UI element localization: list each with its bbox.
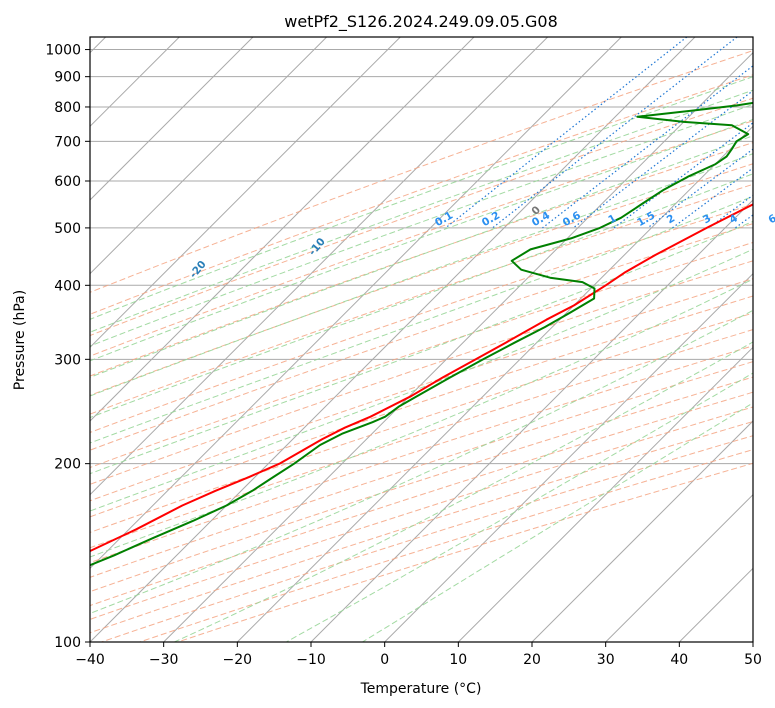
isotherm-line — [605, 493, 753, 642]
plot-frame — [89, 36, 754, 643]
dry-adiabat-line — [90, 345, 753, 564]
moist-adiabat-line — [90, 278, 753, 558]
y-tick-label: 300 — [54, 352, 81, 368]
moist-adiabat-line — [90, 248, 753, 512]
isotherm-line — [90, 37, 475, 422]
isotherm-line — [384, 272, 753, 642]
dry-adiabat-line — [90, 97, 753, 337]
y-axis-label: Pressure (hPa) — [12, 290, 28, 390]
mixing-ratio-label: 6 — [766, 212, 775, 226]
mixing-ratio-line — [492, 37, 738, 229]
isotherm-line — [90, 37, 401, 349]
x-tick-label: −10 — [296, 652, 326, 668]
dry-adiabat-line — [90, 260, 753, 485]
y-axis: 100 200 300 400 500 600 700 800 900 1000 — [45, 43, 90, 651]
x-tick-label: 10 — [449, 652, 467, 668]
moist-adiabat-line — [90, 118, 753, 362]
y-tick-label: 100 — [54, 635, 81, 651]
dry-adiabat-line — [90, 241, 753, 469]
x-tick-label: 0 — [380, 652, 389, 668]
y-tick-label: 700 — [54, 134, 81, 150]
isotherm-line — [90, 37, 549, 496]
background-lines — [90, 37, 753, 642]
y-tick-label: 800 — [54, 100, 81, 116]
dewpoint-line — [90, 101, 753, 567]
mixing-ratio-line — [542, 65, 753, 229]
y-tick-label: 600 — [54, 174, 81, 190]
isotherm-line — [90, 37, 622, 570]
dry-adiabat-line — [90, 391, 753, 607]
dry-adiabat-line — [90, 278, 753, 502]
x-tick-label: 50 — [744, 652, 762, 668]
x-tick-label: 30 — [597, 652, 615, 668]
dry-adiabat-line — [90, 50, 753, 293]
dry-adiabat-line — [90, 163, 753, 396]
dry-adiabat-line — [90, 142, 753, 377]
dry-adiabat-line — [90, 74, 753, 315]
temperature-line — [90, 203, 753, 553]
isotherm-line — [90, 37, 696, 642]
dry-adiabat-line — [90, 376, 753, 593]
x-tick-label: 20 — [523, 652, 541, 668]
moist-adiabat-line — [90, 309, 753, 614]
isotherm-line — [90, 37, 328, 275]
moist-adiabat-line — [90, 195, 753, 444]
moist-adiabat-line — [90, 220, 753, 475]
dry-adiabat-line — [90, 295, 753, 518]
dry-adiabat-line — [90, 183, 753, 415]
x-tick-label: 40 — [670, 652, 688, 668]
y-tick-label: 400 — [54, 278, 81, 294]
isotherm-line — [457, 346, 753, 642]
mixing-ratio-line — [572, 89, 753, 229]
x-axis-label: Temperature (°C) — [360, 681, 482, 697]
x-axis: −40 −30 −20 −10 0 10 20 30 40 50 — [75, 642, 762, 668]
moist-adiabat-line — [90, 76, 753, 320]
isotherm-line — [90, 37, 254, 201]
y-tick-label: 1000 — [45, 43, 81, 59]
x-tick-label: −40 — [75, 652, 105, 668]
y-tick-label: 200 — [54, 457, 81, 473]
moist-adiabat-line — [90, 173, 753, 419]
data-series — [90, 101, 753, 567]
x-tick-label: −20 — [223, 652, 253, 668]
x-tick-label: −30 — [149, 652, 179, 668]
moist-adiabat-line — [362, 402, 753, 642]
chart-title: wetPf2_S126.2024.249.09.05.G08 — [284, 12, 558, 32]
mixing-ratio-line — [672, 167, 753, 229]
y-tick-label: 900 — [54, 70, 81, 86]
dry-adiabat-line — [90, 203, 753, 433]
y-tick-label: 500 — [54, 221, 81, 237]
moist-adiabat-line — [90, 89, 753, 333]
dry-adiabat-line — [90, 329, 753, 549]
isotherm-line — [163, 51, 753, 642]
moist-adiabat-line — [90, 153, 753, 397]
isotherm-line — [531, 420, 753, 642]
